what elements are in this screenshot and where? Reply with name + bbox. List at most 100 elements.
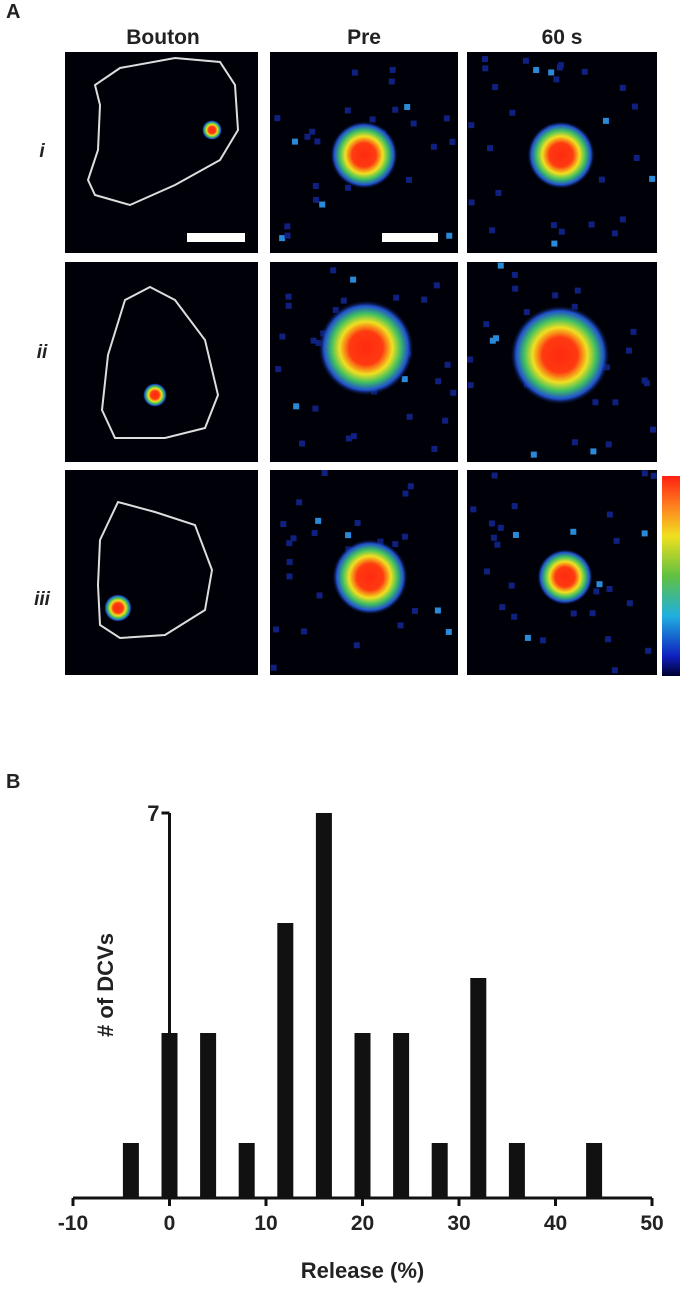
pixel (497, 524, 504, 531)
scale-bar (187, 233, 245, 242)
pixel (467, 356, 474, 363)
pixel (406, 413, 413, 420)
pixel (332, 306, 339, 313)
fluorescence-spot (318, 300, 414, 396)
pixel (470, 506, 477, 513)
pixel (602, 117, 609, 124)
bar (508, 1143, 525, 1198)
pixel (434, 607, 441, 614)
pixel (593, 588, 600, 595)
pixel (509, 109, 516, 116)
pixel (508, 582, 515, 589)
pixel (489, 227, 496, 234)
pixel (300, 628, 307, 635)
pixel (273, 626, 280, 633)
x-tick-label: 30 (447, 1212, 470, 1235)
panel-label: B (6, 771, 20, 793)
pixel (499, 604, 506, 611)
histogram: -10 0 10 20 30 40 50 7 Release (%) # of DCVs (58, 801, 664, 1283)
pixel (512, 531, 519, 538)
pixel (630, 328, 637, 335)
pixel (340, 297, 347, 304)
pixel (443, 115, 450, 122)
pixel (284, 232, 291, 239)
pixel (284, 223, 291, 230)
pixel (285, 293, 292, 300)
pixel (296, 499, 303, 506)
image-panel (65, 470, 258, 675)
x-tick-label: 0 (164, 1212, 176, 1235)
pixel (625, 347, 632, 354)
pixel (330, 267, 337, 274)
panel-label: A (6, 1, 20, 23)
pixel (612, 399, 619, 406)
pixel (493, 335, 500, 342)
pixel (286, 540, 293, 547)
pixel (431, 445, 438, 452)
bar (122, 1143, 139, 1198)
pixel (645, 647, 652, 654)
pixel (570, 610, 577, 617)
pixel (553, 76, 560, 83)
pixel (449, 138, 456, 145)
row-label: i (39, 141, 45, 162)
bar (238, 1143, 255, 1198)
bar (277, 923, 294, 1198)
pixel (619, 216, 626, 223)
pixel (649, 175, 656, 182)
bar (354, 1033, 371, 1198)
pixel (421, 296, 428, 303)
pixel (406, 176, 413, 183)
pixel (401, 533, 408, 540)
pixel (401, 376, 408, 383)
x-tick-label: -10 (58, 1212, 88, 1235)
pixel (490, 534, 497, 541)
pixel (539, 637, 546, 644)
pixel (524, 634, 531, 641)
column-header: 60 s (542, 26, 583, 49)
pixel (491, 472, 498, 479)
pixel (550, 222, 557, 229)
colorbar (662, 476, 680, 676)
pixel (590, 448, 597, 455)
pixel (606, 511, 613, 518)
pixel (495, 189, 502, 196)
pixel (397, 622, 404, 629)
pixel (309, 128, 316, 135)
pixel (392, 541, 399, 548)
fluorescence-spot (332, 539, 408, 615)
x-tick-label: 40 (544, 1212, 567, 1235)
pixel (314, 138, 321, 145)
pixel (598, 176, 605, 183)
image-panel (65, 262, 258, 462)
pixel (484, 568, 491, 575)
pixel (430, 143, 437, 150)
pixel (444, 361, 451, 368)
pixel (606, 585, 613, 592)
pixel (482, 65, 489, 72)
pixel (494, 541, 501, 548)
bar (315, 813, 332, 1198)
pixel (488, 520, 495, 527)
bar (470, 978, 487, 1198)
pixel (450, 389, 457, 396)
pixel (280, 521, 287, 528)
pixel (483, 321, 490, 328)
bar (161, 1033, 178, 1198)
pixel (313, 196, 320, 203)
pixel (523, 309, 530, 316)
y-tick-label: 7 (147, 801, 159, 826)
fluorescence-spot (510, 305, 610, 405)
fluorescence-spot (202, 120, 222, 140)
pixel (293, 403, 300, 410)
pixel (393, 294, 400, 301)
pixel (633, 154, 640, 161)
pixel (344, 107, 351, 114)
pixel (492, 84, 499, 91)
pixel (605, 636, 612, 643)
pixel (556, 64, 563, 71)
image-panels (65, 52, 657, 675)
pixel (552, 292, 559, 299)
pixel (404, 104, 411, 111)
pixel (641, 470, 648, 477)
